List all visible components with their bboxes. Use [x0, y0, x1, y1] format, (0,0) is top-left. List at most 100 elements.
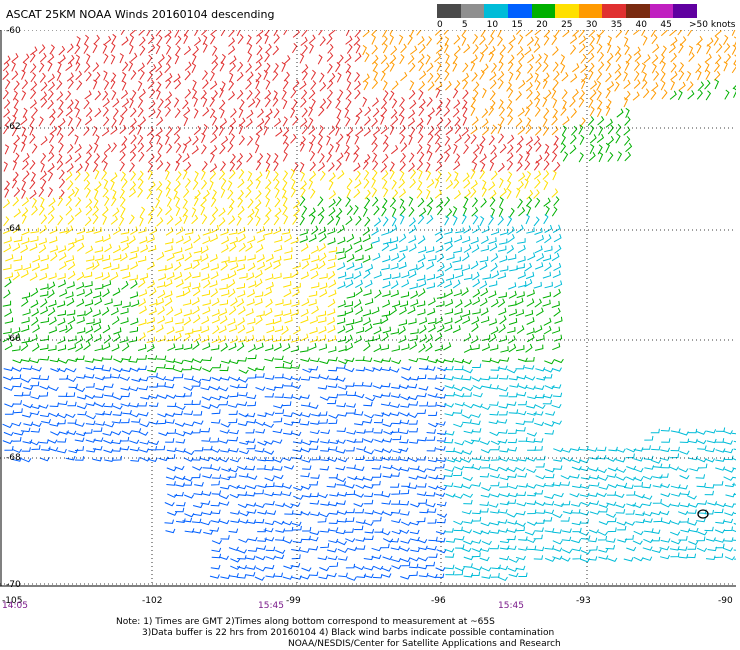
wind-barb [20, 244, 29, 254]
wind-barb [426, 143, 431, 154]
wind-barb [47, 439, 58, 444]
wind-barb [562, 116, 570, 126]
wind-barb [526, 484, 537, 489]
wind-barb [165, 438, 175, 443]
wind-barb [479, 35, 486, 46]
wind-barb [309, 188, 316, 199]
wind-barb [308, 342, 317, 351]
wind-barb [733, 440, 736, 443]
wind-barb [84, 281, 93, 288]
wind-barb [490, 509, 500, 514]
wind-barb [238, 519, 249, 524]
wind-barb [247, 235, 256, 244]
wind-barb [85, 71, 92, 82]
wind-barb [137, 255, 147, 263]
wind-barb [409, 529, 420, 535]
wind-barb [290, 187, 296, 198]
wind-barb [390, 509, 401, 514]
wind-barb [22, 403, 33, 409]
wind-barb [221, 256, 230, 263]
wind-barb [453, 35, 461, 45]
wind-barb [543, 30, 551, 38]
wind-barb [257, 412, 268, 418]
wind-barb [462, 310, 471, 317]
wind-barb [229, 133, 236, 144]
wind-barb [436, 34, 443, 45]
wind-barb [535, 234, 544, 243]
wind-barb [147, 34, 155, 45]
wind-barb [490, 207, 496, 218]
wind-barb [418, 246, 427, 254]
wind-barb [426, 197, 434, 207]
wind-barb [146, 189, 153, 200]
wind-barb [47, 281, 56, 290]
wind-barb [437, 205, 443, 216]
colorbar-swatch [531, 4, 556, 18]
wind-barb [327, 254, 337, 262]
wind-barb [371, 187, 378, 198]
wind-barb [319, 375, 330, 380]
wind-barb [299, 215, 305, 226]
wind-barb [399, 133, 406, 144]
wind-barb [580, 501, 591, 507]
wind-barb [238, 473, 249, 478]
wind-barb [329, 562, 339, 567]
wind-barb [148, 181, 156, 191]
wind-barb [526, 205, 532, 216]
wind-barb [310, 98, 316, 109]
wind-barb [417, 545, 428, 551]
wind-barb [112, 455, 122, 461]
wind-barb [220, 376, 231, 381]
wind-barb [229, 55, 237, 65]
wind-barb [714, 553, 724, 558]
wind-barb [427, 393, 438, 398]
wind-barb [552, 46, 559, 56]
wind-barb [146, 316, 156, 324]
wind-barb [543, 151, 550, 162]
wind-barb [137, 401, 148, 407]
wind-barb [652, 463, 663, 468]
wind-barb [588, 492, 598, 497]
wind-barb [418, 61, 425, 72]
wind-barb [247, 318, 256, 325]
wind-barb [257, 261, 266, 270]
wind-barb [410, 547, 421, 553]
wind-barb [382, 142, 389, 153]
wind-barb [543, 317, 552, 326]
wind-barb [336, 364, 346, 369]
wind-barb [120, 252, 128, 262]
wind-barb [499, 228, 509, 236]
wind-barb [506, 528, 517, 533]
wind-barb [157, 419, 167, 425]
wind-barb [534, 298, 542, 308]
wind-barb [588, 467, 599, 472]
wind-barb [4, 317, 14, 324]
wind-barb [328, 538, 339, 544]
wind-barb [211, 206, 219, 217]
wind-barb [707, 546, 718, 552]
wind-barb [3, 328, 12, 335]
wind-barb [335, 439, 346, 444]
wind-barb [453, 161, 461, 171]
wind-barb [83, 126, 90, 136]
wind-barb [264, 466, 274, 471]
wind-barb [309, 500, 320, 505]
wind-barb [129, 44, 134, 55]
wind-barb [571, 546, 582, 552]
wind-barb [409, 557, 420, 562]
wind-barb [354, 30, 361, 38]
wind-barb [184, 136, 192, 146]
wind-barb [209, 386, 221, 391]
wind-barb [157, 142, 163, 153]
wind-barb [517, 384, 528, 390]
wind-barb [4, 187, 10, 198]
wind-barb [407, 55, 415, 65]
wind-barb [13, 80, 20, 91]
wind-barb [193, 326, 202, 333]
wind-barb [544, 482, 555, 487]
wind-barb [236, 484, 247, 490]
wind-barb [714, 538, 725, 543]
wind-barb [58, 142, 64, 153]
wind-barb [130, 457, 140, 462]
wind-barb [255, 373, 265, 378]
